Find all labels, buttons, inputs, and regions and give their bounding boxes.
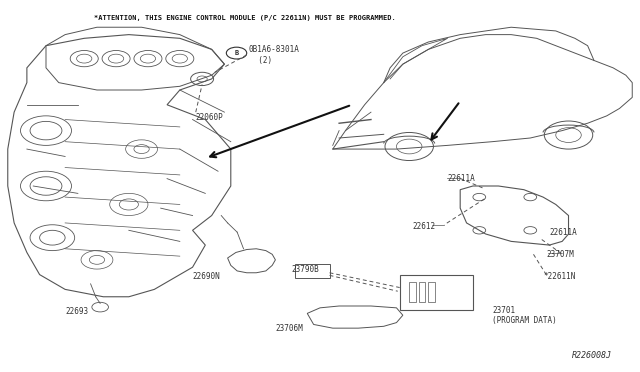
Text: 23701
(PROGRAM DATA): 23701 (PROGRAM DATA) [492, 305, 557, 325]
Text: 22690N: 22690N [193, 272, 220, 281]
Text: 23707M: 23707M [546, 250, 574, 259]
Text: 22611A: 22611A [447, 174, 475, 183]
Text: *ATTENTION, THIS ENGINE CONTROL MODULE (P/C 22611N) MUST BE PROGRAMMED.: *ATTENTION, THIS ENGINE CONTROL MODULE (… [94, 15, 396, 21]
Bar [409, 282, 415, 302]
Text: 22612: 22612 [412, 222, 436, 231]
Text: 23790B: 23790B [291, 264, 319, 273]
Bar [419, 282, 425, 302]
Text: 22060P: 22060P [196, 113, 223, 122]
Text: R226008J: R226008J [572, 351, 612, 360]
Text: B: B [234, 50, 239, 56]
Text: 22693: 22693 [65, 307, 88, 316]
Text: 22611A: 22611A [549, 228, 577, 237]
Text: *22611N: *22611N [543, 272, 575, 281]
Text: 0B1A6-8301A
  (2): 0B1A6-8301A (2) [248, 45, 300, 65]
Bar [428, 282, 435, 302]
Text: 23706M: 23706M [275, 324, 303, 333]
